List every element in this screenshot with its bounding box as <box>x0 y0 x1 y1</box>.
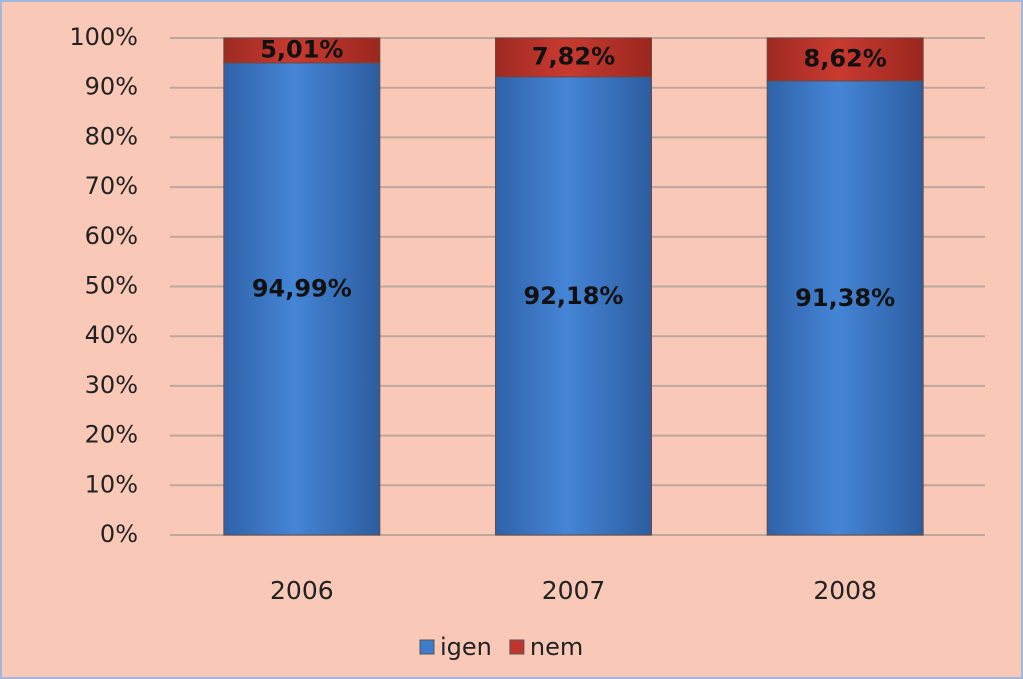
y-tick-label: 60% <box>85 222 138 250</box>
value-label: 94,99% <box>252 275 352 303</box>
x-tick-label: 2006 <box>270 576 334 605</box>
y-tick-label: 10% <box>85 470 138 498</box>
y-tick-label: 0% <box>100 520 138 548</box>
legend-label: nem <box>530 633 583 661</box>
legend-swatch <box>509 639 525 655</box>
y-tick-label: 20% <box>85 421 138 449</box>
y-tick-label: 80% <box>85 122 138 150</box>
legend-label: igen <box>440 633 492 661</box>
y-tick-label: 70% <box>85 172 138 200</box>
value-label: 92,18% <box>524 282 624 310</box>
value-label: 91,38% <box>795 284 895 312</box>
x-tick-label: 2008 <box>813 576 877 605</box>
bar-segment <box>223 37 381 64</box>
x-tick-label: 2007 <box>542 576 606 605</box>
bar-segment <box>766 80 924 536</box>
y-tick-label: 100% <box>69 23 138 51</box>
y-tick-label: 30% <box>85 371 138 399</box>
bar-segment <box>766 37 924 82</box>
value-label: 8,62% <box>804 44 887 72</box>
value-label: 5,01% <box>260 35 343 63</box>
legend-swatch <box>419 639 435 655</box>
bar-segment <box>495 76 652 536</box>
y-tick-label: 50% <box>85 272 138 300</box>
bar-segment <box>223 62 381 536</box>
value-label: 7,82% <box>532 42 615 70</box>
y-tick-label: 90% <box>85 73 138 101</box>
bar-segment <box>495 37 652 78</box>
y-tick-label: 40% <box>85 321 138 349</box>
